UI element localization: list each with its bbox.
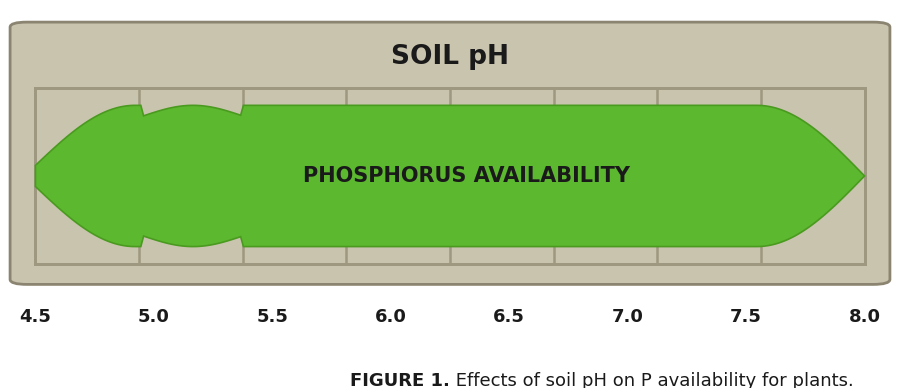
Text: 4.5: 4.5 (20, 308, 51, 326)
Text: 5.5: 5.5 (256, 308, 288, 326)
Text: PHOSPHORUS AVAILABILITY: PHOSPHORUS AVAILABILITY (303, 166, 630, 186)
Text: 8.0: 8.0 (849, 308, 880, 326)
Text: 6.0: 6.0 (374, 308, 407, 326)
Text: 7.5: 7.5 (730, 308, 762, 326)
Polygon shape (35, 105, 865, 247)
Text: Effects of soil pH on P availability for plants.: Effects of soil pH on P availability for… (450, 372, 854, 388)
Text: 6.5: 6.5 (493, 308, 526, 326)
FancyBboxPatch shape (10, 22, 890, 284)
Text: 5.0: 5.0 (138, 308, 170, 326)
Text: FIGURE 1.: FIGURE 1. (350, 372, 450, 388)
Text: 7.0: 7.0 (612, 308, 643, 326)
Bar (35, 88, 865, 264)
Text: SOIL pH: SOIL pH (391, 44, 509, 71)
